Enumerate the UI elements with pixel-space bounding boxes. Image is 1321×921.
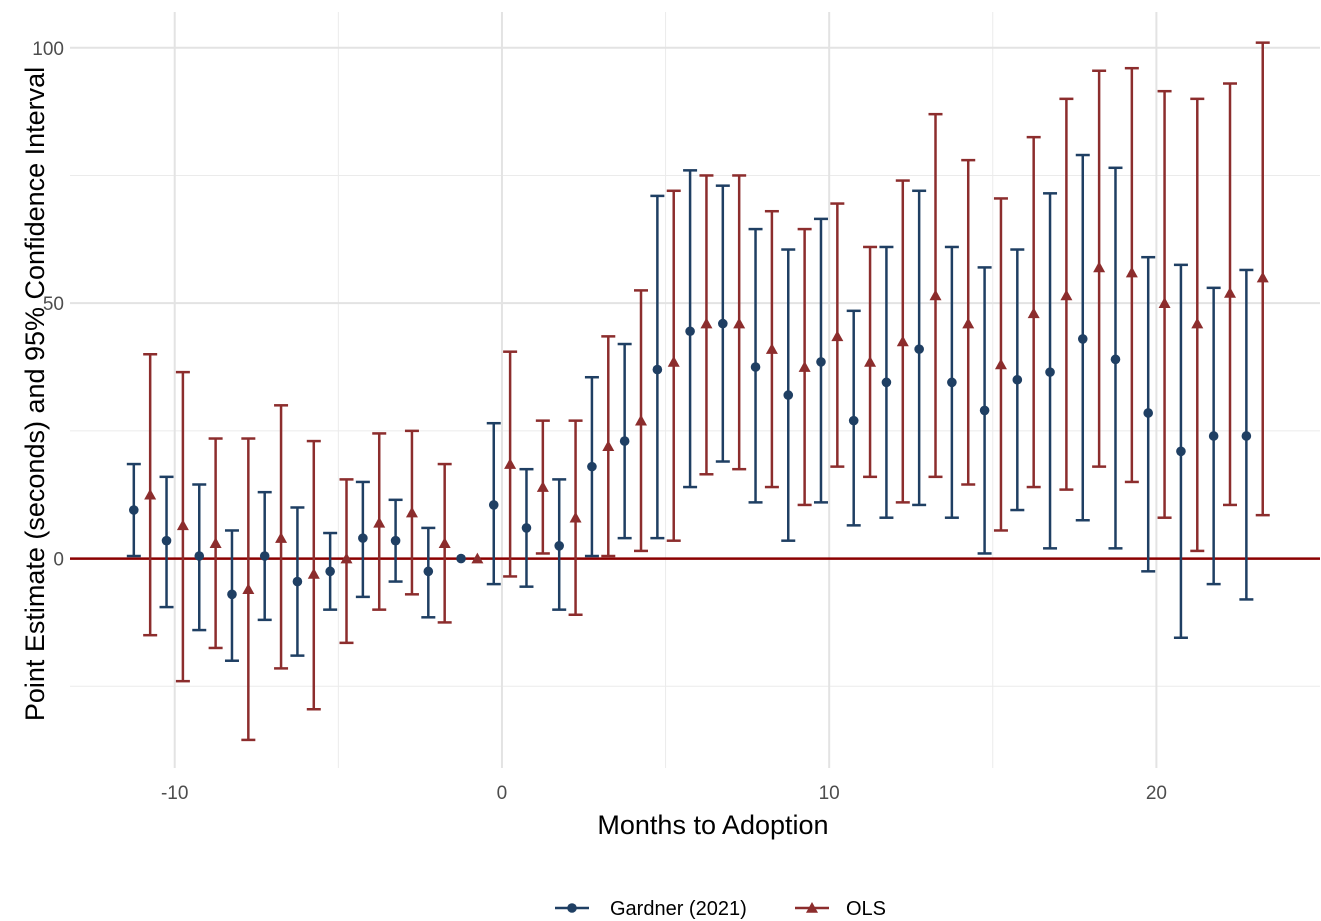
point-estimate [914,344,924,354]
point-estimate [307,567,320,579]
point-estimate [521,523,532,533]
point-estimate [144,488,157,500]
point-estimate [1077,334,1088,344]
point-estimate [242,583,255,595]
point-estimate [1045,367,1055,377]
point-estimate [602,440,615,451]
point-estimate [1241,431,1252,441]
point-estimate [1125,266,1138,278]
y-tick-label: 100 [32,39,64,60]
point-estimate [718,318,728,329]
x-axis-ticks: -10 0 10 20 [161,783,1167,804]
point-estimate [1176,446,1186,457]
legend-key-marker [806,902,818,913]
point-estimate [1256,271,1269,283]
point-estimate [423,566,434,577]
x-tick-label: 10 [819,783,840,804]
point-estimate [1224,286,1237,298]
point-estimate [227,589,237,600]
point-estimate [488,500,499,510]
legend-key [555,903,589,913]
legend-key-marker [567,903,577,913]
y-axis-title: Point Estimate (seconds) and 95% Confide… [20,67,50,721]
point-estimate [587,461,597,472]
point-estimate [765,343,778,354]
x-tick-label: -10 [161,783,188,804]
point-estimate [1143,408,1154,418]
point-estimate [471,552,484,564]
point-estimate [700,317,713,329]
point-estimate [1110,354,1121,365]
point-estimate [325,566,335,577]
point-estimate [831,330,844,342]
point-estimate [536,481,549,492]
y-tick-label: 50 [43,294,64,315]
point-estimate [456,553,466,564]
point-estimate [194,551,205,561]
point-estimate [816,357,826,367]
point-estimate [1012,374,1023,385]
point-estimate [685,326,695,337]
y-tick-label: 0 [53,550,64,571]
point-estimate [994,358,1007,370]
point-estimate [947,377,957,388]
point-estimate [979,405,990,416]
x-axis-title: Months to Adoption [597,810,828,840]
point-estimate [1191,317,1204,329]
point-estimate [554,540,565,551]
point-estimate [881,377,892,388]
series-gardner [126,153,1254,662]
series-ols [143,41,1270,742]
point-estimate [275,532,288,543]
point-estimate [733,317,746,329]
point-estimate [438,537,451,549]
point-estimate [619,436,630,446]
point-estimate [750,362,761,372]
point-estimate [1158,297,1171,308]
legend-key [795,902,829,913]
legend: Gardner (2021) OLS [555,898,886,920]
point-estimate [962,317,975,329]
point-estimate [848,415,859,426]
point-estimate [652,364,663,375]
legend-label: Gardner (2021) [610,898,747,920]
point-estimate [129,505,139,515]
point-estimate [1027,307,1040,319]
point-estimate [783,390,794,400]
point-estimate [373,516,386,528]
point-estimate [259,551,270,561]
point-estimate [667,355,680,367]
point-estimate [929,289,942,301]
x-tick-label: 20 [1146,783,1167,804]
series-layer [126,41,1270,742]
point-estimate [504,458,517,469]
point-estimate [1093,261,1106,273]
point-estimate [635,414,648,426]
point-estimate [390,535,401,546]
point-estimate [405,506,418,518]
point-estimate [358,533,368,543]
point-estimate [1208,431,1219,441]
y-axis-ticks: 0 50 100 [32,39,64,571]
point-estimate [896,335,909,347]
point-estimate [161,535,172,546]
legend-label: OLS [846,898,886,920]
point-estimate [176,519,189,531]
x-tick-label: 0 [497,783,508,804]
point-estimate [569,511,582,523]
point-estimate [292,576,303,587]
point-estimate [864,355,877,367]
point-estimate [1060,289,1073,301]
point-estimate [209,537,222,549]
point-estimate [340,552,353,564]
point-estimate [798,361,811,372]
